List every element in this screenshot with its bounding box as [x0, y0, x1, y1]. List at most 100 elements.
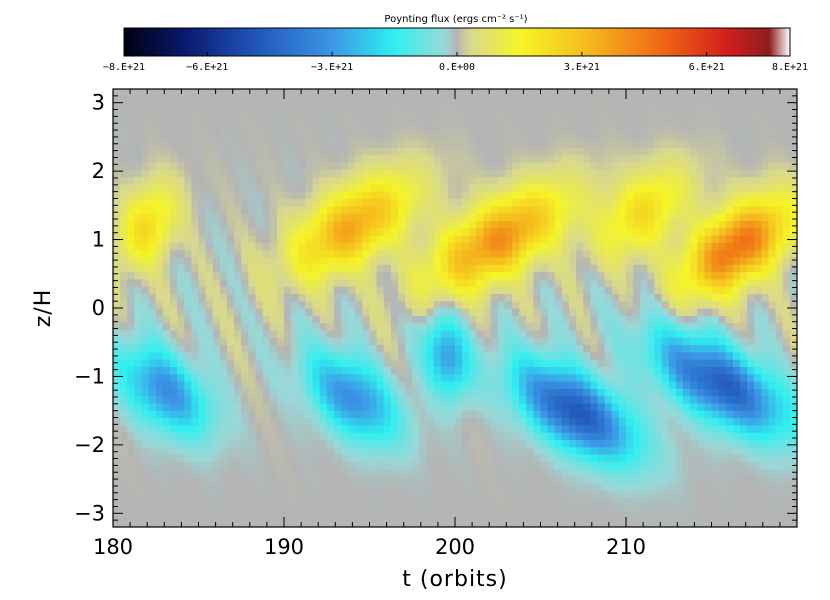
- heatmap-cell: [440, 322, 449, 331]
- heatmap-cell: [526, 198, 534, 207]
- heatmap-cell: [198, 446, 207, 455]
- heatmap-cell: [547, 475, 556, 484]
- heatmap-cell: [569, 483, 577, 492]
- heatmap-cell: [690, 205, 698, 214]
- heatmap-cell: [569, 249, 577, 258]
- heatmap-cell: [497, 293, 506, 302]
- heatmap-cell: [668, 110, 677, 119]
- heatmap-cell: [298, 183, 306, 192]
- heatmap-cell: [134, 410, 143, 419]
- heatmap-cell: [526, 125, 534, 134]
- heatmap-cell: [697, 293, 705, 302]
- heatmap-cell: [219, 329, 228, 338]
- heatmap-cell: [333, 132, 342, 141]
- heatmap-cell: [618, 264, 627, 273]
- heatmap-cell: [504, 293, 513, 302]
- heatmap-cell: [276, 424, 285, 433]
- heatmap-cell: [426, 454, 435, 462]
- heatmap-cell: [141, 176, 150, 185]
- heatmap-cell: [426, 169, 435, 178]
- heatmap-cell: [576, 512, 584, 521]
- heatmap-cell: [526, 337, 534, 346]
- heatmap-cell: [540, 329, 549, 338]
- heatmap-cell: [497, 256, 506, 265]
- heatmap-cell: [341, 395, 349, 404]
- heatmap-cell: [369, 249, 378, 258]
- heatmap-cell: [469, 475, 477, 484]
- heatmap-cell: [583, 227, 591, 236]
- heatmap-cell: [611, 154, 620, 163]
- heatmap-cell: [490, 468, 499, 477]
- heatmap-cell: [633, 227, 641, 236]
- heatmap-cell: [533, 118, 542, 127]
- heatmap-cell: [234, 264, 242, 273]
- heatmap-cell: [668, 256, 677, 265]
- heatmap-cell: [412, 359, 420, 367]
- heatmap-cell: [618, 402, 627, 411]
- heatmap-cell: [212, 475, 221, 484]
- heatmap-cell: [547, 242, 556, 251]
- heatmap-cell: [668, 147, 677, 156]
- heatmap-cell: [583, 264, 591, 273]
- heatmap-cell: [191, 519, 200, 527]
- heatmap-cell: [697, 329, 705, 338]
- heatmap-cell: [426, 424, 435, 433]
- heatmap-cell: [155, 198, 164, 207]
- heatmap-cell: [326, 432, 335, 440]
- heatmap-cell: [269, 454, 278, 462]
- heatmap-cell: [262, 271, 271, 280]
- heatmap-cell: [569, 162, 577, 170]
- heatmap-cell: [383, 475, 392, 484]
- heatmap-cell: [526, 213, 534, 221]
- heatmap-cell: [212, 89, 221, 97]
- heatmap-cell: [312, 162, 321, 170]
- heatmap-cell: [540, 366, 549, 375]
- heatmap-cell: [162, 483, 171, 492]
- heatmap-cell: [191, 359, 200, 367]
- heatmap-cell: [405, 96, 413, 105]
- heatmap-cell: [113, 154, 121, 163]
- heatmap-cell: [170, 490, 178, 499]
- heatmap-cell: [248, 235, 257, 243]
- heatmap-cell: [405, 322, 413, 331]
- heatmap-cell: [348, 329, 356, 338]
- heatmap-cell: [476, 96, 485, 105]
- heatmap-cell: [184, 519, 192, 527]
- heatmap-cell: [469, 402, 477, 411]
- heatmap-cell: [554, 512, 563, 521]
- heatmap-cell: [326, 446, 335, 455]
- heatmap-cell: [697, 256, 705, 265]
- heatmap-cell: [177, 235, 185, 243]
- heatmap-cell: [390, 432, 399, 440]
- heatmap-cell: [661, 154, 670, 163]
- heatmap-cell: [148, 227, 157, 236]
- heatmap-cell: [134, 417, 143, 426]
- heatmap-cell: [269, 191, 278, 200]
- heatmap-cell: [348, 344, 356, 353]
- heatmap-cell: [284, 432, 292, 440]
- heatmap-cell: [654, 395, 663, 404]
- heatmap-cell: [675, 242, 684, 251]
- heatmap-cell: [269, 286, 278, 294]
- heatmap-cell: [654, 278, 663, 287]
- heatmap-cell: [690, 497, 698, 506]
- heatmap-cell: [198, 162, 207, 170]
- heatmap-cell: [162, 227, 171, 236]
- heatmap-cell: [348, 308, 356, 316]
- heatmap-cell: [312, 344, 321, 353]
- heatmap-cell: [569, 315, 577, 324]
- heatmap-cell: [219, 132, 228, 141]
- heatmap-cell: [177, 169, 185, 178]
- heatmap-cell: [227, 132, 235, 141]
- heatmap-cell: [120, 497, 128, 506]
- heatmap-cell: [355, 132, 363, 141]
- heatmap-cell: [134, 256, 143, 265]
- heatmap-cell: [561, 395, 570, 404]
- heatmap-cell: [626, 461, 634, 470]
- heatmap-cell: [462, 490, 470, 499]
- heatmap-cell: [590, 242, 599, 251]
- heatmap-cell: [205, 278, 214, 287]
- heatmap-cell: [419, 242, 428, 251]
- heatmap-cell: [141, 264, 150, 273]
- heatmap: [113, 89, 797, 527]
